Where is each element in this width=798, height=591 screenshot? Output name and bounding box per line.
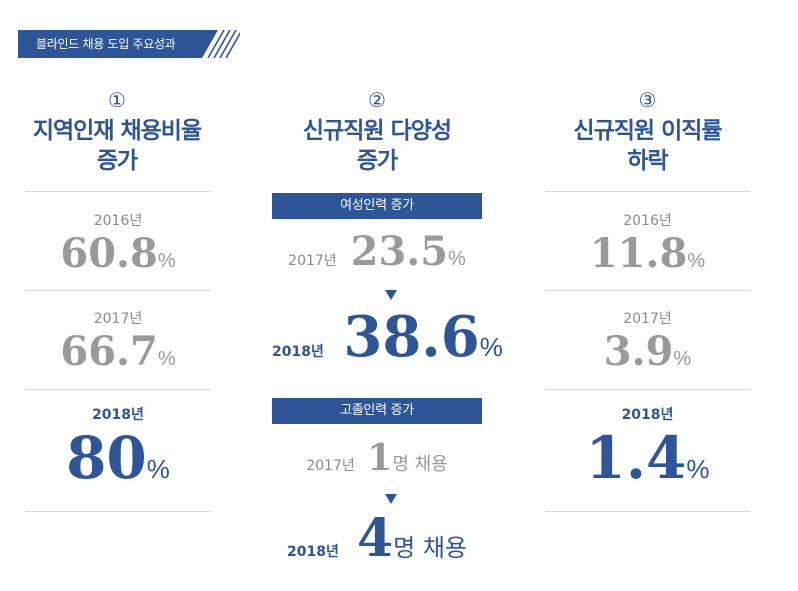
comparison-before: 2017년 23.5%	[272, 228, 482, 275]
stat-unit: %	[157, 250, 176, 272]
down-arrow-icon	[385, 494, 397, 504]
down-arrow-icon	[385, 290, 397, 300]
column-title: 지역인재 채용비율 증가	[22, 116, 212, 176]
divider	[25, 191, 211, 192]
comparison-before: 2017년 1명 채용	[272, 437, 482, 479]
divider	[25, 389, 211, 390]
circled-number-3-icon: ③	[638, 88, 657, 112]
stat-number: 1	[367, 437, 393, 479]
banner-label: 블라인드 채용 도입 주요성과	[36, 37, 176, 51]
stat-number: 60.8	[60, 230, 158, 277]
comparison-after: 2018년 4명 채용	[272, 508, 482, 569]
stat-number: 23.5	[350, 228, 449, 275]
stat-value: 11.8%	[545, 230, 750, 277]
stat-number: 66.7	[60, 328, 158, 375]
section-label-bar: 고졸인력 증가	[272, 398, 482, 424]
stat-unit: %	[673, 348, 692, 370]
column-title: 신규직원 다양성 증가	[272, 116, 482, 176]
column-title: 신규직원 이직률 하락	[545, 116, 750, 176]
stat-unit: %	[448, 248, 466, 270]
divider	[25, 290, 211, 291]
divider	[545, 389, 750, 390]
stat-value: 3.9%	[545, 328, 750, 375]
column-title-line2: 증가	[356, 148, 398, 174]
stat-number: 1.4	[585, 424, 687, 492]
stat-number: 4	[356, 508, 394, 569]
stat-unit: %	[686, 454, 710, 484]
stat-unit: %	[146, 454, 170, 484]
section-banner: 블라인드 채용 도입 주요성과	[18, 30, 218, 58]
stat-number: 11.8	[589, 230, 688, 277]
stat-suffix: 명 채용	[392, 454, 448, 475]
divider	[545, 511, 750, 512]
column-title-line1: 신규직원 다양성	[302, 118, 452, 144]
stat-value-highlight: 80%	[25, 424, 211, 492]
divider	[25, 511, 211, 512]
year-label: 2018년	[272, 344, 324, 360]
year-label: 2018년	[621, 407, 674, 423]
column-regional-talent: ① 지역인재 채용비율 증가	[22, 88, 212, 176]
year-label: 2018년	[92, 407, 144, 423]
divider	[545, 290, 750, 291]
stat-unit: %	[157, 348, 176, 370]
stat-value-highlight: 1.4%	[545, 424, 750, 492]
stat-number: 3.9	[603, 328, 674, 375]
circled-number-2-icon: ②	[368, 88, 386, 112]
year-label: 2018년	[286, 544, 339, 560]
stat-number: 80	[66, 424, 147, 492]
year-label: 2017년	[306, 458, 355, 474]
column-title-line1: 지역인재 채용비율	[32, 118, 202, 144]
year-label: 2016년	[623, 213, 672, 229]
column-title-line2: 하락	[627, 148, 668, 174]
column-title-line2: 증가	[96, 148, 138, 174]
divider	[545, 191, 750, 192]
circled-number-1-icon: ①	[108, 88, 126, 112]
banner-stripes-decoration	[207, 30, 240, 58]
stat-suffix: 명 채용	[393, 534, 468, 562]
stat-value: 60.8%	[25, 230, 211, 277]
stat-unit: %	[687, 250, 706, 272]
section-label-bar: 여성인력 증가	[272, 193, 482, 219]
column-new-staff-turnover: ③ 신규직원 이직률 하락	[545, 88, 750, 176]
column-new-staff-diversity: ② 신규직원 다양성 증가	[272, 88, 482, 176]
stat-value: 66.7%	[25, 328, 211, 375]
stat-number: 38.6	[343, 304, 480, 370]
year-label: 2016년	[93, 213, 143, 229]
stat-unit: %	[479, 332, 503, 362]
year-label: 2017년	[288, 253, 337, 269]
column-title-line1: 신규직원 이직률	[573, 118, 722, 144]
year-label: 2017년	[93, 311, 143, 327]
year-label: 2017년	[623, 311, 672, 327]
comparison-after: 2018년 38.6%	[272, 304, 503, 370]
